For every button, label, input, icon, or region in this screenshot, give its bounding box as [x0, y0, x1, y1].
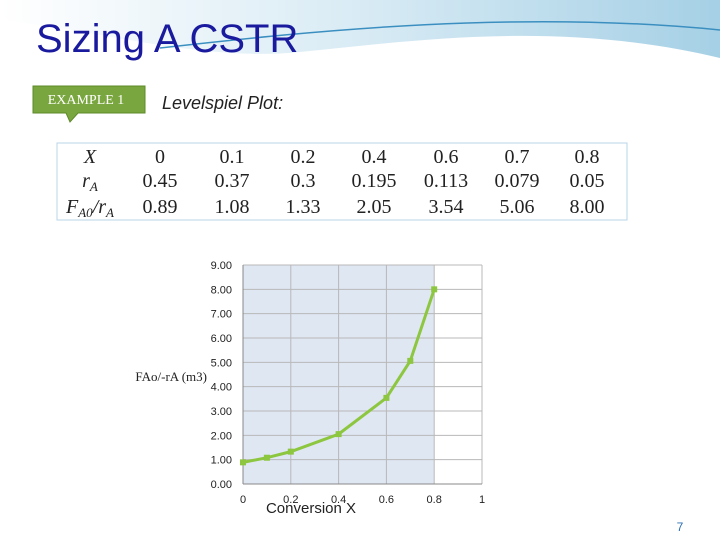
table-frame [56, 142, 628, 221]
x-axis-label: Conversion X [266, 500, 356, 517]
table-cell: 0.8 [575, 146, 600, 168]
table-cell: 0.113 [424, 170, 468, 192]
table-cell: 0 [155, 146, 165, 168]
y-axis-label: FAo/-rA (m3) [135, 369, 207, 384]
table-cell: 0.079 [495, 170, 540, 192]
y-tick-label: 7.00 [211, 309, 232, 321]
x-tick-label: 1 [479, 494, 485, 506]
y-tick-label: 1.00 [211, 455, 232, 467]
chart: 0.00 1.00 2.00 3.00 4.00 5.00 6.00 7.00 8.00 9.00… [135, 260, 485, 517]
y-tick-label: 4.00 [211, 382, 232, 394]
example-label: EXAMPLE 1 [48, 93, 125, 108]
table-cell: 5.06 [500, 196, 535, 218]
data-point [287, 448, 294, 455]
table-cell: 1.08 [215, 196, 250, 218]
slide-title: Sizing A CSTR [36, 17, 298, 61]
x-tick-label: 0.8 [427, 494, 442, 506]
x-tick-label: 0.2 [283, 494, 298, 506]
row-label-text: r [82, 170, 90, 192]
table-cell: 0.3 [291, 170, 316, 192]
row-label-text: /r [92, 196, 107, 218]
y-tick-label: 8.00 [211, 284, 232, 296]
table-cell: 2.05 [357, 196, 392, 218]
data-point [383, 394, 390, 401]
row-label: FA0/rA [65, 196, 114, 220]
table-cell: 0.1 [220, 146, 245, 168]
subtitle: Levelspiel Plot: [162, 93, 283, 113]
y-tick-label: 6.00 [211, 333, 232, 345]
y-tick-label: 2.00 [211, 430, 232, 442]
y-tick-label: 3.00 [211, 406, 232, 418]
x-tick-label: 0.6 [379, 494, 394, 506]
table-cell: 3.54 [429, 196, 464, 218]
row-label-subscript: A [105, 205, 114, 220]
data-point [240, 459, 246, 466]
example-callout [32, 85, 146, 123]
table-cell: 0.89 [143, 196, 178, 218]
row-label-text: X [83, 146, 97, 168]
data-point [431, 286, 438, 293]
table-cell: 0.2 [291, 146, 316, 168]
header-line [159, 20, 720, 49]
table-cell: 0.05 [570, 170, 605, 192]
table-cell: 0.45 [143, 170, 178, 192]
data-point [263, 454, 270, 461]
table-cell: 0.37 [215, 170, 250, 192]
table-cell: 8.00 [570, 196, 605, 218]
table: X 0 0.1 0.2 0.4 0.6 0.7 0.8 rA 0.45 0.37 0.3 0.195 0.… [65, 146, 604, 220]
page-number: 7 [677, 520, 684, 534]
y-tick-label: 9.00 [211, 260, 232, 272]
y-tick-label: 5.00 [211, 357, 232, 369]
table-cell: 0.6 [434, 146, 459, 168]
row-label-subscript: A0 [77, 205, 93, 220]
x-tick-label: 0 [240, 494, 246, 506]
table-cell: 0.7 [505, 146, 530, 168]
data-point [407, 357, 414, 364]
table-cell: 0.4 [362, 146, 387, 168]
data-point [335, 431, 342, 438]
row-label: rA [82, 170, 98, 194]
x-tick-label: 0.4 [331, 494, 346, 506]
table-cell: 1.33 [286, 196, 321, 218]
table-cell: 0.195 [352, 170, 397, 192]
row-label-text: F [65, 196, 79, 218]
row-label: X [83, 146, 97, 168]
y-tick-label: 0.00 [211, 479, 232, 491]
row-label-subscript: A [89, 179, 98, 194]
